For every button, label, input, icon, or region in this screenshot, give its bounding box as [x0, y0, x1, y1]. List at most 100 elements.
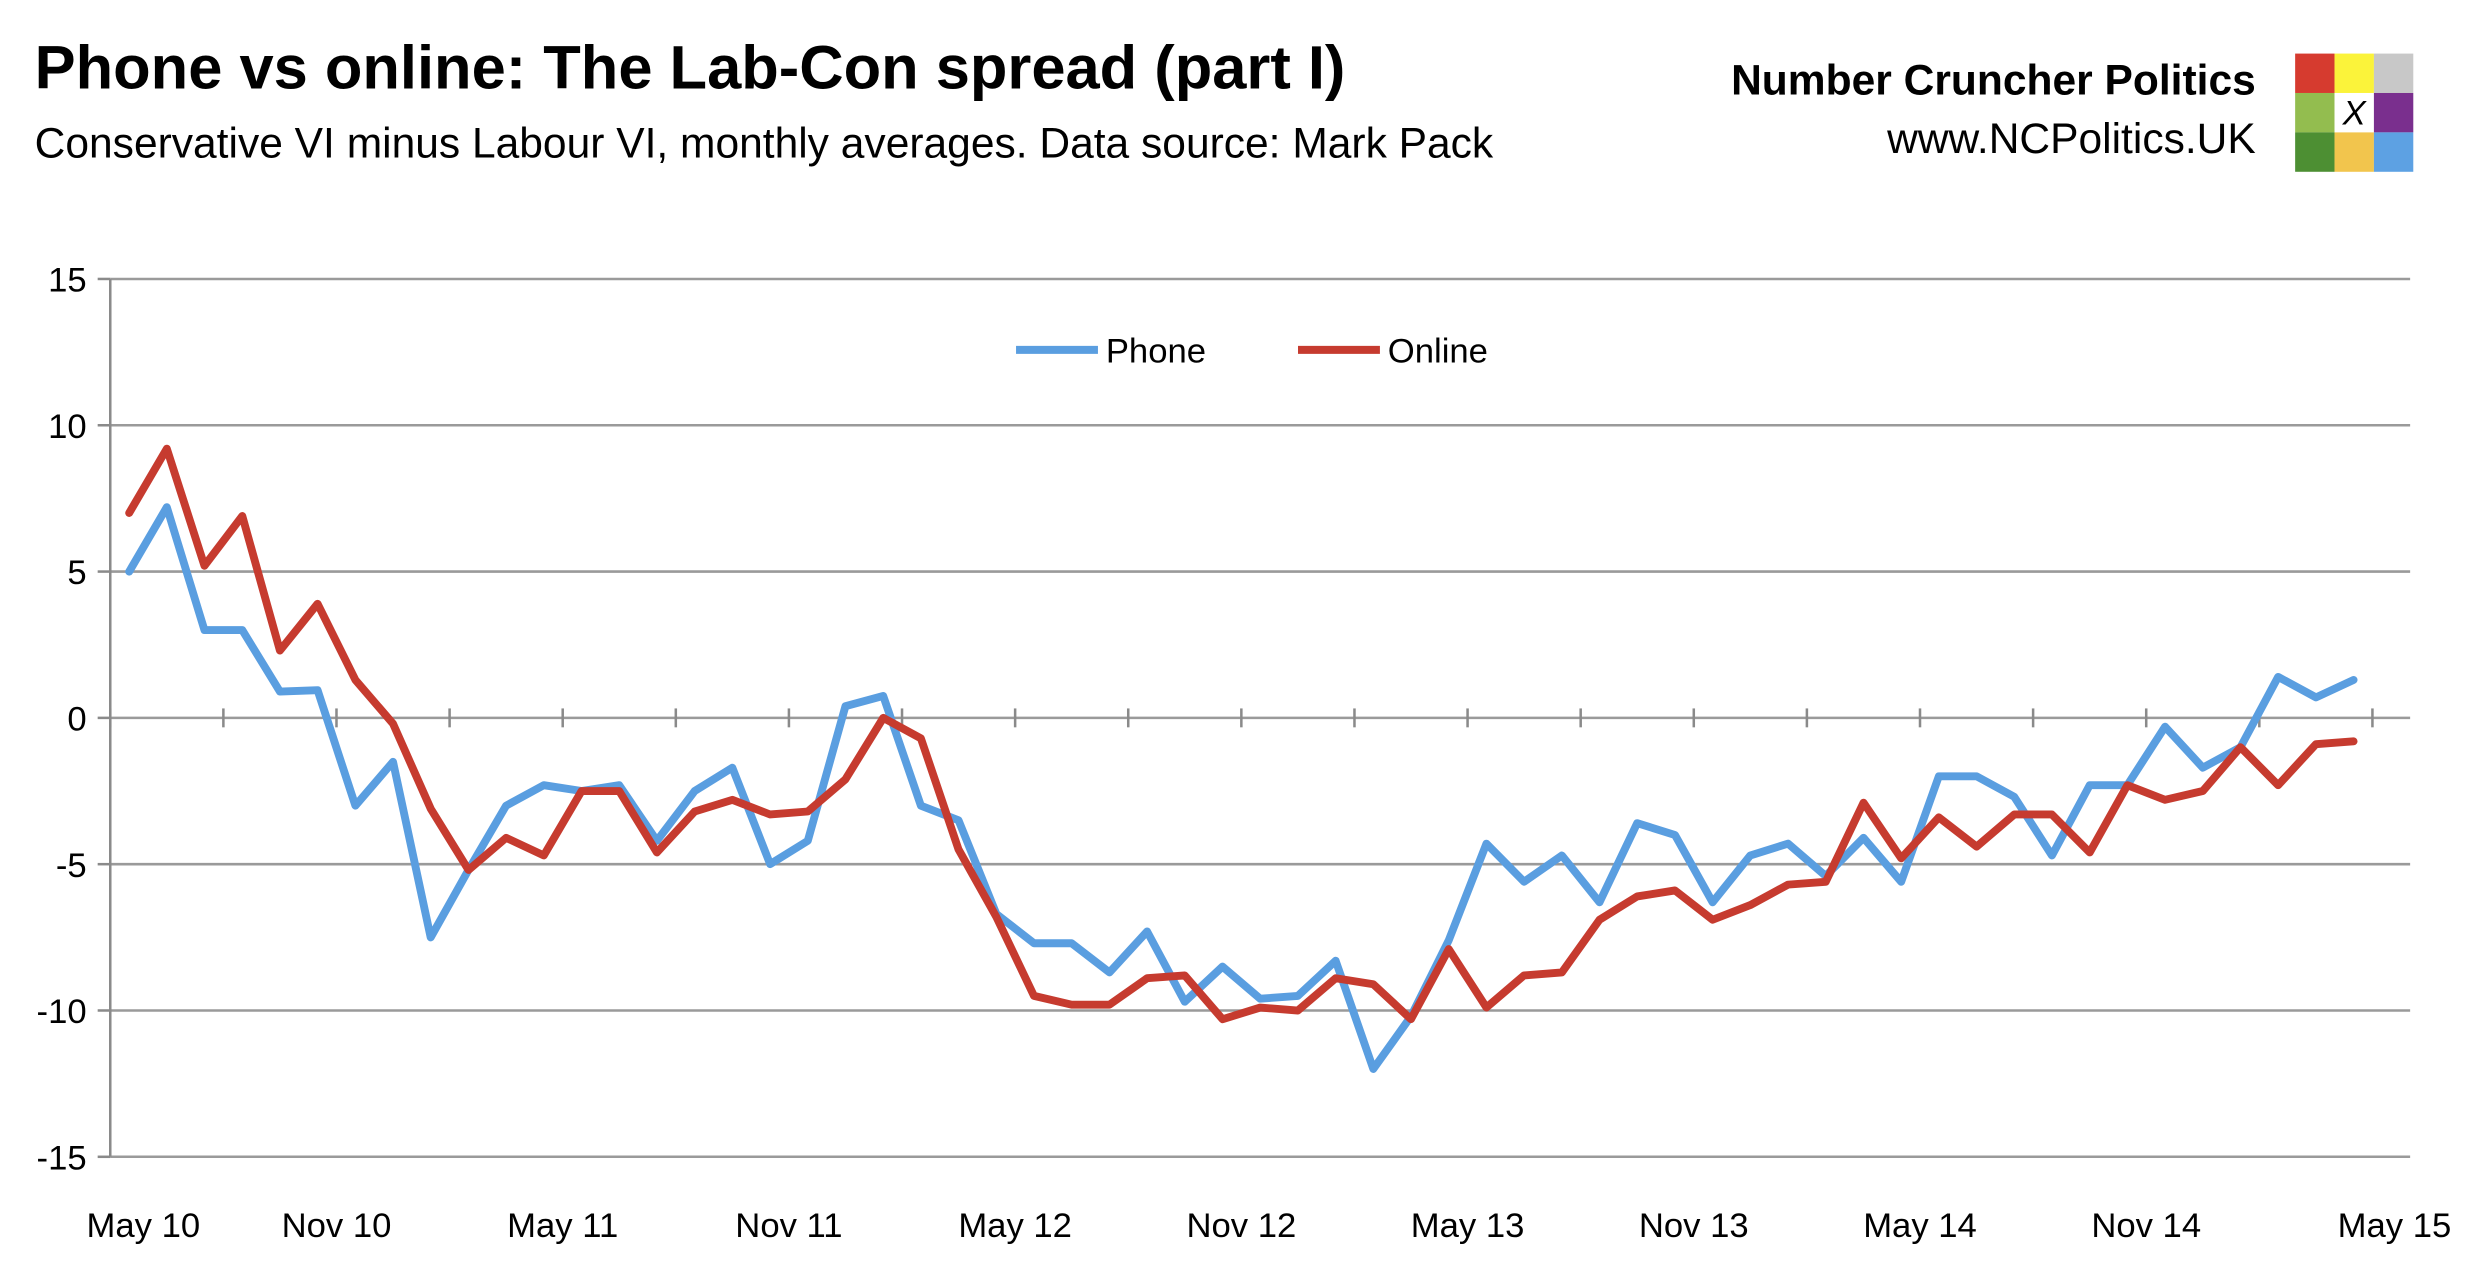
data-point-phone	[2161, 723, 2169, 731]
x-tick-label: Nov 14	[2091, 1207, 2201, 1245]
data-point-phone	[1671, 831, 1679, 839]
data-point-phone	[540, 781, 548, 789]
data-point-online	[1520, 971, 1528, 979]
data-point-online	[879, 714, 887, 722]
y-tick-label: 10	[48, 408, 87, 446]
data-point-phone	[917, 802, 925, 810]
y-tick-label: 0	[67, 700, 86, 738]
data-point-online	[1596, 916, 1604, 924]
data-point-online	[1973, 843, 1981, 851]
x-tick-label: Nov 11	[735, 1207, 842, 1245]
data-point-phone	[2010, 793, 2018, 801]
data-point-online	[1369, 980, 1377, 988]
data-point-online	[1105, 1001, 1113, 1009]
data-point-online	[2086, 849, 2094, 857]
x-tick-label: May 10	[87, 1207, 201, 1245]
data-point-online	[502, 834, 510, 842]
data-point-online	[728, 796, 736, 804]
data-point-online	[578, 787, 586, 795]
logo-cell	[2295, 132, 2335, 172]
data-point-phone	[804, 837, 812, 845]
data-point-phone	[163, 503, 171, 511]
data-point-phone	[1181, 998, 1189, 1006]
data-point-phone	[2199, 764, 2207, 772]
data-point-phone	[314, 686, 322, 694]
data-point-online	[1332, 974, 1340, 982]
data-point-online	[2350, 737, 2358, 745]
logo-cell	[2295, 53, 2335, 93]
logo-cell	[2334, 132, 2374, 172]
data-point-online	[389, 720, 397, 728]
data-point-online	[1219, 1015, 1227, 1023]
data-point-online	[955, 846, 963, 854]
data-point-online	[1784, 881, 1792, 889]
data-point-online	[1407, 1015, 1415, 1023]
brand-name: Number Cruncher Politics	[1731, 56, 2256, 105]
data-point-online	[1671, 887, 1679, 895]
data-point-phone	[1633, 819, 1641, 827]
data-point-online	[2010, 810, 2018, 818]
data-point-online	[691, 808, 699, 816]
x-tick-label: May 12	[958, 1207, 1072, 1245]
data-point-online	[1709, 916, 1717, 924]
logo-cell	[2295, 92, 2335, 133]
data-point-phone	[1520, 878, 1528, 886]
data-point-online	[276, 647, 284, 655]
data-point-phone	[691, 787, 699, 795]
data-point-online	[1482, 1004, 1490, 1012]
data-point-phone	[389, 758, 397, 766]
data-point-online	[1633, 892, 1641, 900]
data-point-online	[238, 512, 246, 520]
data-point-phone	[955, 816, 963, 824]
data-point-phone	[1935, 772, 1943, 780]
data-point-online	[2161, 796, 2169, 804]
data-point-online	[842, 775, 850, 783]
data-point-online	[2048, 810, 2056, 818]
logo-cell	[2373, 92, 2414, 133]
logo-cell	[2373, 132, 2414, 172]
data-point-online	[427, 805, 435, 813]
x-tick-label: May 14	[1863, 1207, 1977, 1245]
data-point-phone	[1219, 963, 1227, 971]
x-tick-label: May 15	[2338, 1207, 2452, 1245]
data-point-online	[201, 562, 209, 570]
data-point-phone	[1332, 957, 1340, 965]
data-point-phone	[879, 692, 887, 700]
logo-cell-x-mark: X	[2334, 92, 2374, 133]
data-point-online	[2237, 743, 2245, 751]
data-point-phone	[2350, 676, 2358, 684]
x-tick-label: Nov 12	[1186, 1207, 1296, 1245]
data-point-phone	[1897, 878, 1905, 886]
y-tick-label: -15	[37, 1139, 87, 1177]
brand-url: www.NCPolitics.UK	[1887, 115, 2256, 163]
x-tick-label: May 11	[507, 1207, 618, 1245]
x-tick-label: Nov 10	[282, 1207, 392, 1245]
data-point-phone	[1482, 840, 1490, 848]
data-point-online	[992, 913, 1000, 921]
data-point-online	[2312, 740, 2320, 748]
x-tick-label: May 13	[1411, 1207, 1525, 1245]
data-point-phone	[1973, 772, 1981, 780]
y-tick-label: 15	[48, 262, 87, 300]
data-point-phone	[351, 802, 359, 810]
legend-label-online: Online	[1388, 332, 1488, 370]
data-point-online	[1256, 1004, 1264, 1012]
series-line-online	[125, 444, 2358, 1024]
data-point-phone	[1256, 995, 1264, 1003]
data-point-phone	[1030, 939, 1038, 947]
data-point-online	[1030, 992, 1038, 1000]
data-point-online	[653, 849, 661, 857]
data-point-online	[1181, 971, 1189, 979]
data-point-online	[804, 808, 812, 816]
y-tick-label: -5	[56, 847, 87, 885]
data-point-phone	[427, 933, 435, 941]
data-point-online	[163, 445, 171, 453]
x-tick-label: Nov 13	[1639, 1207, 1749, 1245]
data-point-online	[766, 810, 774, 818]
data-point-phone	[1369, 1065, 1377, 1073]
brand-logo: X	[2295, 53, 2414, 172]
data-point-phone	[1860, 834, 1868, 842]
data-point-phone	[842, 702, 850, 710]
y-tick-label: 5	[67, 554, 86, 592]
